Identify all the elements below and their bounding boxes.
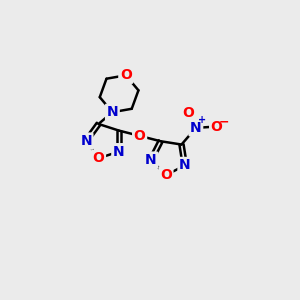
Text: O: O <box>160 168 172 182</box>
Text: N: N <box>179 158 190 172</box>
Text: O: O <box>134 129 146 143</box>
Text: N: N <box>145 153 157 167</box>
Text: +: + <box>197 115 206 125</box>
Text: O: O <box>211 120 223 134</box>
Text: N: N <box>190 121 202 135</box>
Text: O: O <box>120 68 132 82</box>
Text: N: N <box>106 105 118 119</box>
Text: −: − <box>219 115 229 128</box>
Text: O: O <box>182 106 194 120</box>
Text: N: N <box>113 145 124 159</box>
Text: N: N <box>80 134 92 148</box>
Text: O: O <box>93 151 104 165</box>
